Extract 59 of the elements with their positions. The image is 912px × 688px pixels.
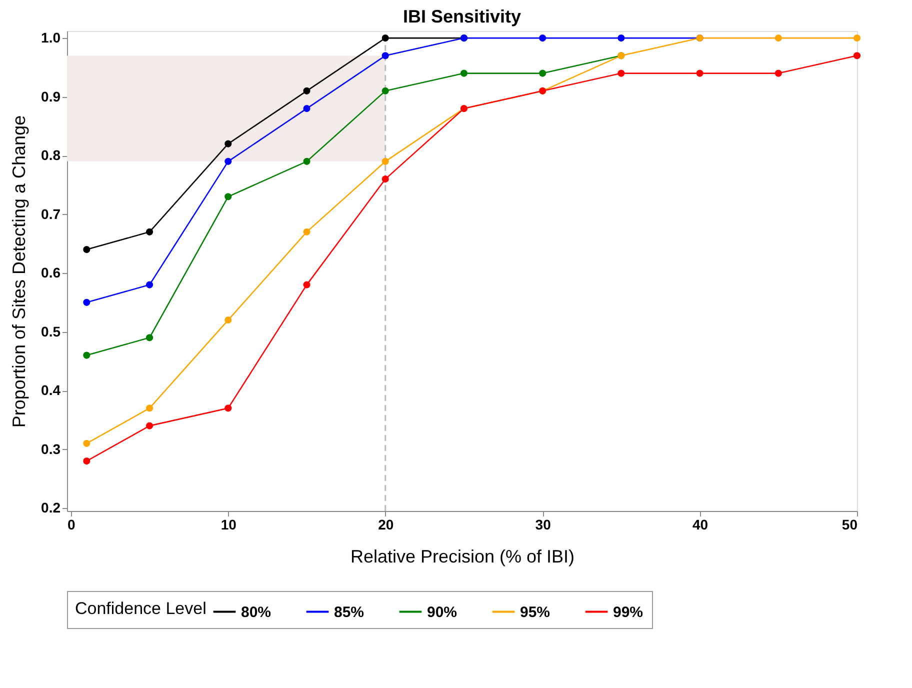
point [146, 228, 154, 236]
point [853, 34, 861, 42]
y-tick-label: 0.5 [41, 323, 61, 340]
point [539, 34, 546, 42]
point [303, 228, 310, 236]
point [618, 70, 625, 77]
point [83, 440, 90, 447]
point [224, 316, 232, 324]
legend-label: 99% [613, 604, 644, 621]
x-axis-title: Relative Precision (% of IBI) [350, 546, 575, 566]
point [224, 193, 232, 200]
point [83, 352, 90, 359]
point [83, 458, 90, 465]
legend-label: 85% [334, 604, 364, 621]
legend-label: 80% [241, 604, 272, 621]
point [224, 404, 232, 412]
y-tick-label: 0.7 [41, 206, 61, 222]
point [853, 52, 861, 60]
point [303, 105, 310, 112]
point [696, 70, 704, 77]
x-tick-label: 20 [378, 516, 394, 532]
chart-title: IBI Sensitivity [402, 6, 522, 26]
point [146, 422, 154, 430]
point [303, 158, 310, 165]
y-tick-label: 0.6 [41, 264, 61, 281]
x-tick-label: 30 [535, 516, 552, 532]
point [146, 334, 154, 342]
legend-label: 90% [427, 604, 458, 621]
y-tick-label: 0.2 [41, 500, 61, 516]
point [774, 70, 782, 77]
point [460, 70, 468, 77]
point [382, 87, 389, 94]
y-tick-label: 0.4 [41, 382, 61, 398]
point [83, 298, 90, 306]
y-axis-title: Proportion of Sites Detecting a Change [9, 115, 30, 428]
legend-label: 95% [520, 604, 550, 621]
x-tick-label: 40 [692, 516, 708, 532]
y-tick-label: 0.9 [41, 88, 61, 104]
y-tick-label: 0.8 [41, 147, 61, 164]
y-tick-label: 0.3 [41, 440, 61, 457]
point [774, 34, 782, 42]
point [539, 70, 546, 77]
point [303, 281, 310, 288]
point [618, 34, 625, 42]
point [382, 158, 389, 165]
x-tick-label: 0 [68, 516, 76, 532]
point [303, 87, 310, 94]
point [224, 158, 232, 165]
point [382, 52, 389, 60]
x-tick-label: 50 [842, 516, 858, 532]
point [224, 140, 232, 148]
point [83, 246, 90, 254]
point [146, 281, 154, 288]
legend-title: Confidence Level [75, 599, 206, 618]
point [382, 176, 389, 183]
y-tick-label: 1.0 [41, 30, 61, 46]
x-tick-label: 10 [220, 516, 237, 532]
point [146, 404, 154, 412]
point [382, 34, 389, 42]
